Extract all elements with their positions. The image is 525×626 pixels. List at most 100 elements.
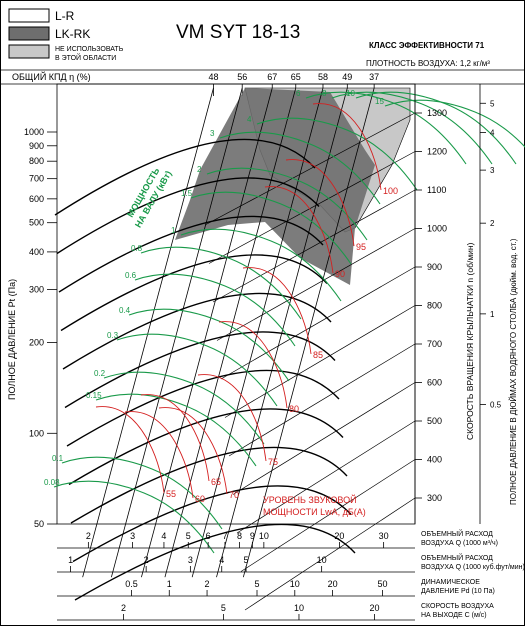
legend: L-R LK-RK НЕ ИСПОЛЬЗОВАТЬ В ЭТОЙ ОБЛАСТИ [8, 8, 124, 62]
sound-curves: 55 60 65 70 75 80 85 90 95 100 [95, 103, 398, 504]
rpm-tick-1300: 1300 [427, 108, 447, 118]
inch-tick-3: 3 [490, 166, 495, 175]
pressure-tick-400: 400 [29, 247, 44, 257]
bottom-scales [57, 547, 415, 621]
power-label-1: 0.1 [52, 454, 64, 463]
rpm-axis-label: СКОРОСТЬ ВРАЩЕНИЯ КРЫЛЬЧАТКИ n (об/мин) [465, 242, 475, 440]
scale-0-tick-0: 2 [86, 531, 91, 541]
sound-label-70: 70 [229, 490, 239, 500]
power-curve-3 [103, 371, 265, 445]
system-curves [82, 87, 416, 611]
power-curve-10 [206, 167, 368, 241]
inch-tick-4: 4 [490, 128, 495, 137]
efficiency-tick-5: 49 [342, 72, 352, 82]
power-curve-12 [256, 117, 418, 191]
inch-tick-5: 5 [490, 99, 495, 108]
fan-speed-curve-4 [66, 369, 340, 447]
pressure-tick-800: 800 [29, 156, 44, 166]
power-curve-11 [219, 131, 381, 205]
sound-curve-85 [242, 267, 312, 355]
scale-2-tick-6: 50 [378, 579, 388, 589]
scale-1-tick-5: 10 [317, 555, 327, 565]
power-label-5: 0.4 [119, 306, 131, 315]
power-label-12: 4 [247, 115, 252, 124]
inch-axis-label: ПОЛНОЕ ДАВЛЕНИЕ В ДЮЙМАХ ВОДЯНОГО СТОЛБА… [509, 238, 518, 505]
power-curve-6 [134, 273, 296, 347]
power-label-9: 1.5 [181, 189, 193, 198]
rpm-tick-500: 500 [427, 416, 442, 426]
sound-label-85: 85 [313, 350, 323, 360]
scale-1-tick-1: 2 [144, 555, 149, 565]
legend-label-lr: L-R [55, 9, 75, 23]
sound-label-80: 80 [289, 404, 299, 414]
sound-label-100: 100 [383, 186, 398, 196]
rpm-tick-1100: 1100 [427, 185, 446, 195]
rpm-tick-700: 700 [427, 339, 442, 349]
sound-curve-80 [218, 321, 288, 409]
rpm-tick-300: 300 [427, 493, 442, 503]
power-label-10: 2 [197, 165, 202, 174]
system-curve-5 [216, 87, 348, 578]
scale-2-label-1: ДИНАМИЧЕСКОЕ [421, 579, 480, 586]
scale-2-tick-2: 2 [205, 579, 210, 589]
scale-3-label-1: СКОРОСТЬ ВОЗДУХА [421, 603, 494, 610]
scale-1-label-2: ВОЗДУХА Q (1000 куб.фут/мин) [421, 563, 525, 571]
scale-3-tick-0: 2 [121, 603, 126, 613]
efficiency-tick-0: 48 [208, 72, 218, 82]
power-curve-15 [355, 91, 517, 165]
fan-speed-curve-7 [60, 254, 328, 332]
legend-swatch-lr [8, 8, 50, 23]
scale-2-tick-1: 1 [167, 579, 172, 589]
power-label-3: 0.2 [94, 369, 106, 378]
efficiency-tick-6: 37 [369, 72, 379, 82]
sound-curve-65 [140, 394, 210, 482]
power-curve-1 [61, 456, 223, 530]
sound-label-line2: МОЩНОСТИ LwA, дБ(А) [263, 507, 366, 517]
efficiency-axis-label: ОБЩИЙ КПД η (%) [12, 71, 91, 82]
pressure-tick-50: 50 [34, 519, 44, 529]
scale-0-tick-6: 8 [237, 531, 242, 541]
power-label-16: 15 [375, 97, 384, 106]
inch-tick-labels: 0.5 1 2 3 4 5 [480, 99, 502, 410]
sound-curve-60 [124, 411, 194, 499]
power-label-6: 0.6 [125, 271, 137, 280]
power-label-0: 0.08 [44, 478, 60, 487]
power-curve-4 [116, 333, 278, 407]
rpm-line-1000 [216, 228, 416, 341]
efficiency-tick-3: 65 [291, 72, 301, 82]
rpm-tick-labels: 300 400 500 600 700 800 900 1000 1100 1200 1300 [415, 108, 447, 503]
legend-swatch-lkrk [8, 26, 50, 41]
scale-0-tick-8: 10 [259, 531, 269, 541]
scale-0-label-2: ВОЗДУХА Q (1000 м³/ч) [421, 540, 498, 547]
rpm-tick-900: 900 [427, 262, 442, 272]
scale-0-tick-1: 3 [130, 531, 135, 541]
scale-1-label-1: ОБЪЕМНЫЙ РАСХОД [421, 553, 493, 562]
power-curve-8 [180, 228, 342, 302]
power-label-7: 0.8 [131, 244, 143, 253]
power-label-4: 0.3 [107, 331, 119, 340]
fan-speed-curve-10 [54, 138, 316, 216]
power-curve-13 [305, 91, 467, 165]
pressure-tick-600: 600 [29, 194, 44, 204]
sound-curve-95 [285, 159, 355, 247]
scale-1-tick-0: 1 [68, 555, 73, 565]
rpm-line-700 [228, 343, 416, 457]
rpm-line-1200 [208, 151, 416, 264]
scale-1-tick-3: 4 [219, 555, 224, 565]
scale-0-tick-3: 5 [186, 531, 191, 541]
efficiency-tick-2: 67 [267, 72, 277, 82]
power-label-14: 8 [322, 89, 327, 98]
pressure-tick-700: 700 [29, 174, 44, 184]
sound-label-90: 90 [335, 269, 345, 279]
scale-2-tick-3: 5 [254, 579, 259, 589]
fan-speed-curve-8 [58, 215, 324, 293]
power-curve-16 [384, 99, 525, 148]
inch-tick-0: 0.5 [490, 401, 502, 410]
system-curve-6 [242, 87, 375, 578]
pressure-tick-900: 900 [29, 141, 44, 151]
pressure-tick-1000: 1000 [24, 127, 44, 137]
fan-speed-curves [54, 138, 356, 601]
fan-speed-curve-5 [64, 331, 336, 409]
rpm-line-400 [240, 459, 416, 572]
